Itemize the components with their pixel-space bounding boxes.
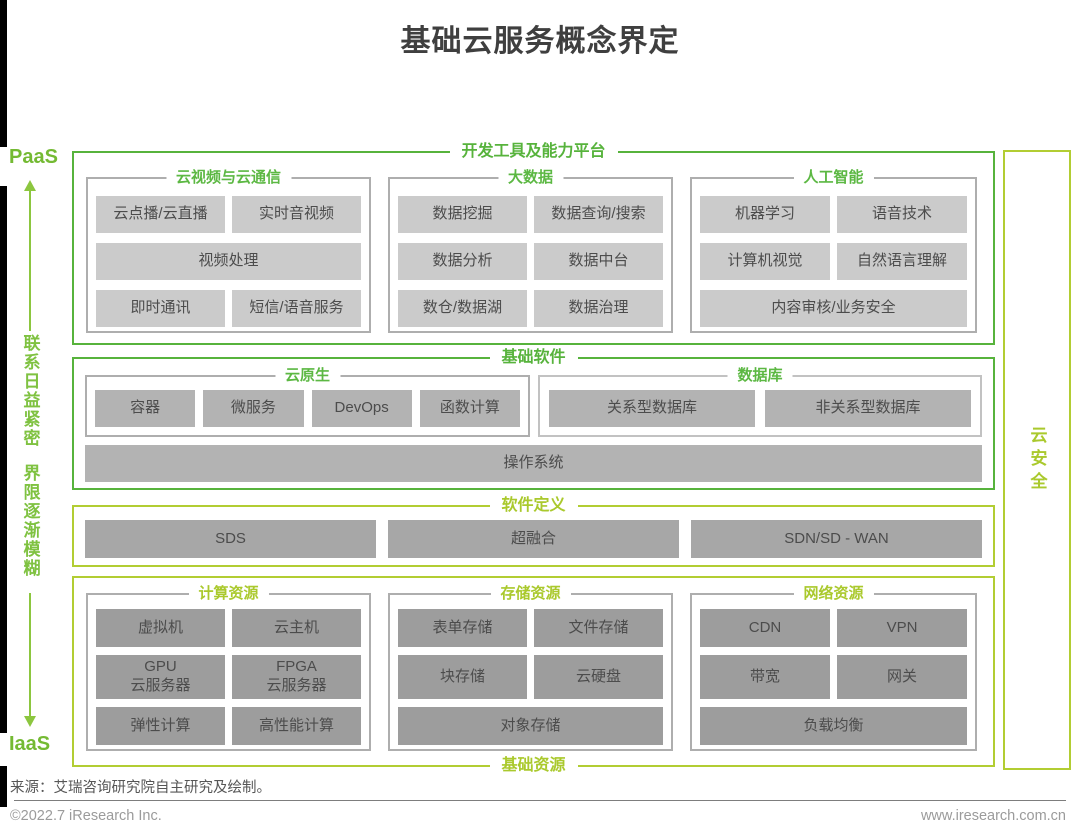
cell: 文件存储 <box>534 609 663 647</box>
rail-line-bottom <box>29 593 31 716</box>
cell: 微服务 <box>203 390 304 427</box>
cloud-security-label: 云安全 <box>1027 425 1047 495</box>
footer-divider <box>14 800 1066 801</box>
source-note: 来源：艾瑞咨询研究院自主研究及绘制。 <box>10 780 271 796</box>
group-label: 存储资源 <box>490 585 571 603</box>
site-url: www.iresearch.com.cn <box>920 808 1066 824</box>
cell-grid: 虚拟机 云主机 GPU 云服务器 FPGA 云服务器 弹性计算 高性能计算 <box>88 595 369 751</box>
dev-platform-box: 开发工具及能力平台 云视频与云通信 云点播/云直播 实时音视频 视频处理 即时通… <box>72 142 995 345</box>
cell: 数据中台 <box>534 243 663 280</box>
cell: 弹性计算 <box>96 707 225 745</box>
cell: VPN <box>837 609 967 647</box>
cell: 计算机视觉 <box>700 243 830 280</box>
group-label: 数据库 <box>727 367 793 385</box>
cell: 网关 <box>837 655 967 699</box>
cell: FPGA 云服务器 <box>232 655 361 699</box>
group-label: 云原生 <box>274 367 341 385</box>
group-database: 数据库 关系型数据库 非关系型数据库 <box>538 367 982 437</box>
cell-grid: 机器学习 语音技术 计算机视觉 自然语言理解 内容审核/业务安全 <box>692 179 975 335</box>
cell: 数据挖掘 <box>398 196 527 233</box>
cell: 块存储 <box>398 655 527 699</box>
software-defined-label: 软件定义 <box>489 496 578 516</box>
sdn-bar: SDN/SD - WAN <box>691 520 982 558</box>
cell: 数据治理 <box>534 290 663 327</box>
cell-grid: CDN VPN 带宽 网关 负载均衡 <box>692 595 975 751</box>
cell: 云点播/云直播 <box>96 196 225 233</box>
cell: 负载均衡 <box>700 707 967 745</box>
left-border-bar <box>0 186 7 733</box>
cell: 容器 <box>95 390 196 427</box>
cell-grid: 数据挖掘 数据查询/搜索 数据分析 数据中台 数仓/数据湖 数据治理 <box>390 179 671 335</box>
group-label: 大数据 <box>497 169 564 187</box>
group-storage: 存储资源 表单存储 文件存储 块存储 云硬盘 对象存储 <box>388 585 673 751</box>
group-compute: 计算资源 虚拟机 云主机 GPU 云服务器 FPGA 云服务器 弹性计算 高性能… <box>86 585 371 751</box>
cell: 视频处理 <box>96 243 361 280</box>
cell: 对象存储 <box>398 707 663 745</box>
cell-grid: 关系型数据库 非关系型数据库 <box>540 377 980 435</box>
left-border-bar <box>0 766 7 807</box>
basic-resources-box: 基础资源 计算资源 虚拟机 云主机 GPU 云服务器 FPGA 云服务器 弹性计… <box>72 576 995 776</box>
group-cloud-video: 云视频与云通信 云点播/云直播 实时音视频 视频处理 即时通讯 短信/语音服务 <box>86 169 371 335</box>
cloud-security-box: 云安全 <box>1003 150 1071 770</box>
iaas-label: IaaS <box>9 733 51 755</box>
software-defined-box: 软件定义 SDS 超融合 SDN/SD - WAN <box>72 496 995 567</box>
group-ai: 人工智能 机器学习 语音技术 计算机视觉 自然语言理解 内容审核/业务安全 <box>690 169 977 335</box>
basic-resources-label: 基础资源 <box>489 756 578 776</box>
cell: 自然语言理解 <box>837 243 967 280</box>
rail-phrase-top: 联系日益紧密 <box>20 334 40 448</box>
cell-grid: 容器 微服务 DevOps 函数计算 <box>87 377 528 435</box>
cell: 虚拟机 <box>96 609 225 647</box>
cell-grid: SDS 超融合 SDN/SD - WAN <box>74 507 993 565</box>
cell: 实时音视频 <box>232 196 361 233</box>
cell: DevOps <box>311 390 412 427</box>
copyright-text: ©2022.7 iResearch Inc. <box>10 808 162 824</box>
group-cloud-native: 云原生 容器 微服务 DevOps 函数计算 <box>85 367 530 437</box>
sds-bar: SDS <box>85 520 376 558</box>
cell: 数据查询/搜索 <box>534 196 663 233</box>
cell: 关系型数据库 <box>549 390 755 427</box>
hyperconverged-bar: 超融合 <box>388 520 679 558</box>
cell: GPU 云服务器 <box>96 655 225 699</box>
rail-line-top <box>29 190 31 331</box>
cell: 数据分析 <box>398 243 527 280</box>
cell: 云硬盘 <box>534 655 663 699</box>
group-label: 网络资源 <box>793 585 874 603</box>
cell: 高性能计算 <box>232 707 361 745</box>
group-label: 云视频与云通信 <box>165 169 292 187</box>
paas-label: PaaS <box>9 146 58 168</box>
cell: 语音技术 <box>837 196 967 233</box>
page-title: 基础云服务概念界定 <box>400 25 680 58</box>
cell: 表单存储 <box>398 609 527 647</box>
cell: 内容审核/业务安全 <box>700 290 967 327</box>
cell-grid: 云点播/云直播 实时音视频 视频处理 即时通讯 短信/语音服务 <box>88 179 369 335</box>
cell: 云主机 <box>232 609 361 647</box>
cell: 非关系型数据库 <box>765 390 971 427</box>
os-bar: 操作系统 <box>85 445 982 482</box>
cell: 函数计算 <box>419 390 520 427</box>
upward-arrow-icon <box>24 180 36 191</box>
cell: 带宽 <box>700 655 830 699</box>
group-label: 人工智能 <box>793 169 874 187</box>
cell: 机器学习 <box>700 196 830 233</box>
downward-arrow-icon <box>24 716 36 727</box>
basic-software-box: 基础软件 云原生 容器 微服务 DevOps 函数计算 数据库 关系型数据库 非… <box>72 348 995 490</box>
cell: 数仓/数据湖 <box>398 290 527 327</box>
group-label: 计算资源 <box>188 585 269 603</box>
rail-phrase-bottom: 界限逐渐模糊 <box>20 464 40 578</box>
cell: 即时通讯 <box>96 290 225 327</box>
left-border-bar <box>0 0 7 147</box>
cell: 短信/语音服务 <box>232 290 361 327</box>
group-bigdata: 大数据 数据挖掘 数据查询/搜索 数据分析 数据中台 数仓/数据湖 数据治理 <box>388 169 673 335</box>
cell-grid: 表单存储 文件存储 块存储 云硬盘 对象存储 <box>390 595 671 751</box>
basic-software-label: 基础软件 <box>489 348 578 368</box>
dev-platform-label: 开发工具及能力平台 <box>449 142 618 162</box>
group-network: 网络资源 CDN VPN 带宽 网关 负载均衡 <box>690 585 977 751</box>
cell: CDN <box>700 609 830 647</box>
